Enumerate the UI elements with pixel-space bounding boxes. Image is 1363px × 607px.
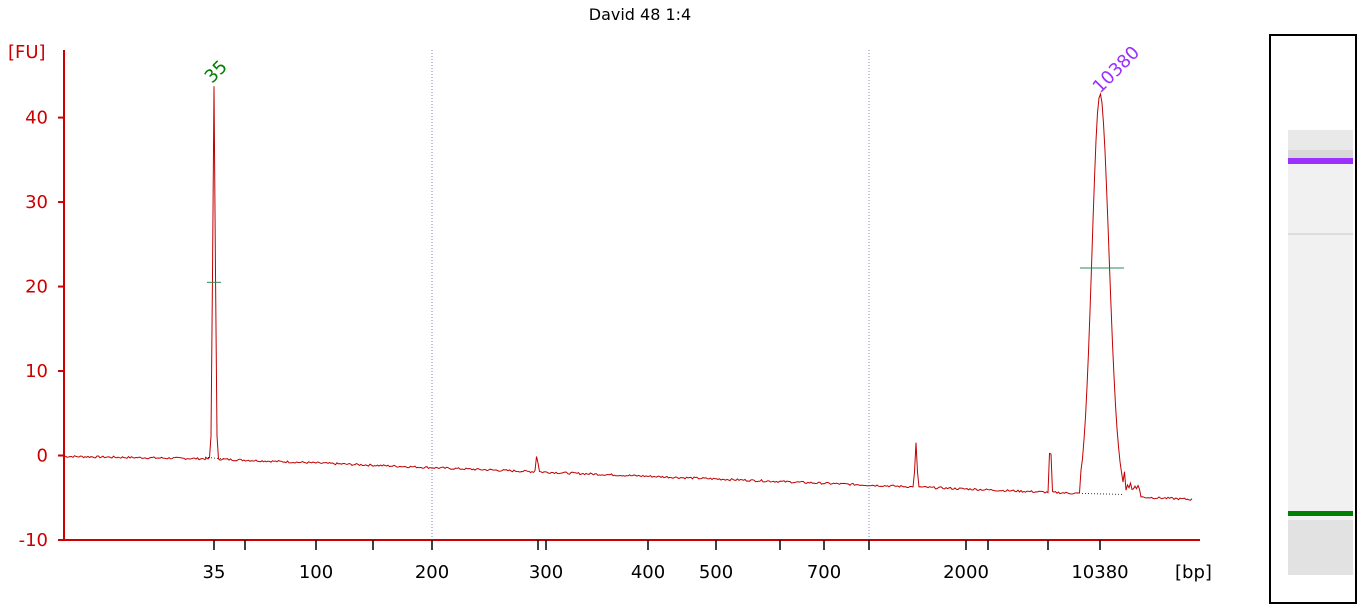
- grid-lines: [431, 50, 870, 540]
- x-tick-label-100: 100: [299, 562, 333, 583]
- x-axis-label: [bp]: [1175, 562, 1212, 583]
- x-tick-label-35: 35: [203, 562, 226, 583]
- gel-faint-band: [1288, 233, 1353, 235]
- y-tick-label-40: 40: [25, 108, 48, 129]
- chart-title: David 48 1:4: [589, 5, 691, 24]
- gel-lane-shade-2: [1288, 150, 1353, 160]
- x-tick-label-2000: 2000: [943, 562, 989, 583]
- x-tick-label-200: 200: [415, 562, 449, 583]
- trace-line: [63, 86, 1193, 501]
- x-tick-label-700: 700: [807, 562, 841, 583]
- y-ticks: -10 0 10 20 30 40: [19, 108, 64, 551]
- gel-band-35: [1288, 511, 1353, 516]
- y-tick-label-0: 0: [37, 446, 48, 467]
- axes: [63, 50, 1200, 541]
- y-axis-label: [FU]: [8, 42, 46, 63]
- gel-lane: [1288, 130, 1353, 575]
- peak-baseline-35: [204, 456, 225, 460]
- trace-group: [63, 86, 1193, 501]
- y-tick-label-10: 10: [25, 361, 48, 382]
- y-tick-label-30: 30: [25, 192, 48, 213]
- gel-lane-top-shade: [1288, 130, 1353, 150]
- x-tick-label-300: 300: [529, 562, 563, 583]
- x-ticks: 35 100 200 300 400 500 700 2000 10380: [203, 540, 1129, 583]
- y-tick-label--10: -10: [19, 530, 48, 551]
- x-tick-label-500: 500: [699, 562, 733, 583]
- gel-band-10380: [1288, 158, 1353, 164]
- y-tick-label-20: 20: [25, 277, 48, 298]
- x-tick-label-10380: 10380: [1071, 562, 1128, 583]
- x-tick-label-400: 400: [631, 562, 665, 583]
- peak-baseline-10380: [1081, 493, 1125, 495]
- gel-lane-bottom-shade: [1288, 520, 1353, 575]
